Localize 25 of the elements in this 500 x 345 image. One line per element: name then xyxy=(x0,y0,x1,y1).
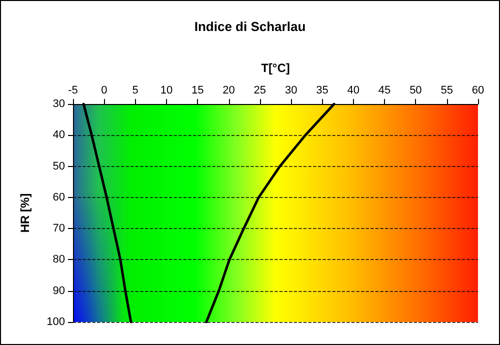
y-tick-label: 30 xyxy=(52,98,65,110)
y-tick-label: 90 xyxy=(52,284,65,297)
x-tick-label: 30 xyxy=(284,84,298,96)
x-tick-label: 50 xyxy=(410,84,422,96)
x-tick-label: -5 xyxy=(68,84,78,96)
y-tick-label: 50 xyxy=(52,160,65,172)
y-tick-label: 100 xyxy=(46,316,65,328)
x-axis-title: T[°C] xyxy=(261,61,290,75)
x-tick-label: 40 xyxy=(347,84,360,96)
x-tick-label: 0 xyxy=(101,84,108,96)
x-tick-label: 45 xyxy=(378,84,391,96)
y-tick-label: 40 xyxy=(52,129,65,142)
x-tick-label: 25 xyxy=(254,84,266,96)
x-tick-label: 5 xyxy=(132,84,138,96)
x-tick-label: 15 xyxy=(191,84,204,96)
y-tick-label: 70 xyxy=(52,222,65,235)
x-tick-label: 55 xyxy=(440,84,453,96)
y-tick-label: 60 xyxy=(52,191,65,204)
x-tick-label: 60 xyxy=(472,84,484,96)
x-tick-label: 10 xyxy=(160,84,173,96)
y-tick-label: 80 xyxy=(52,254,65,266)
x-tick-label: 35 xyxy=(316,84,328,96)
chart-title: Indice di Scharlau xyxy=(194,19,306,34)
x-tick-label: 20 xyxy=(222,84,235,96)
y-axis-title: HR [%] xyxy=(18,193,32,233)
